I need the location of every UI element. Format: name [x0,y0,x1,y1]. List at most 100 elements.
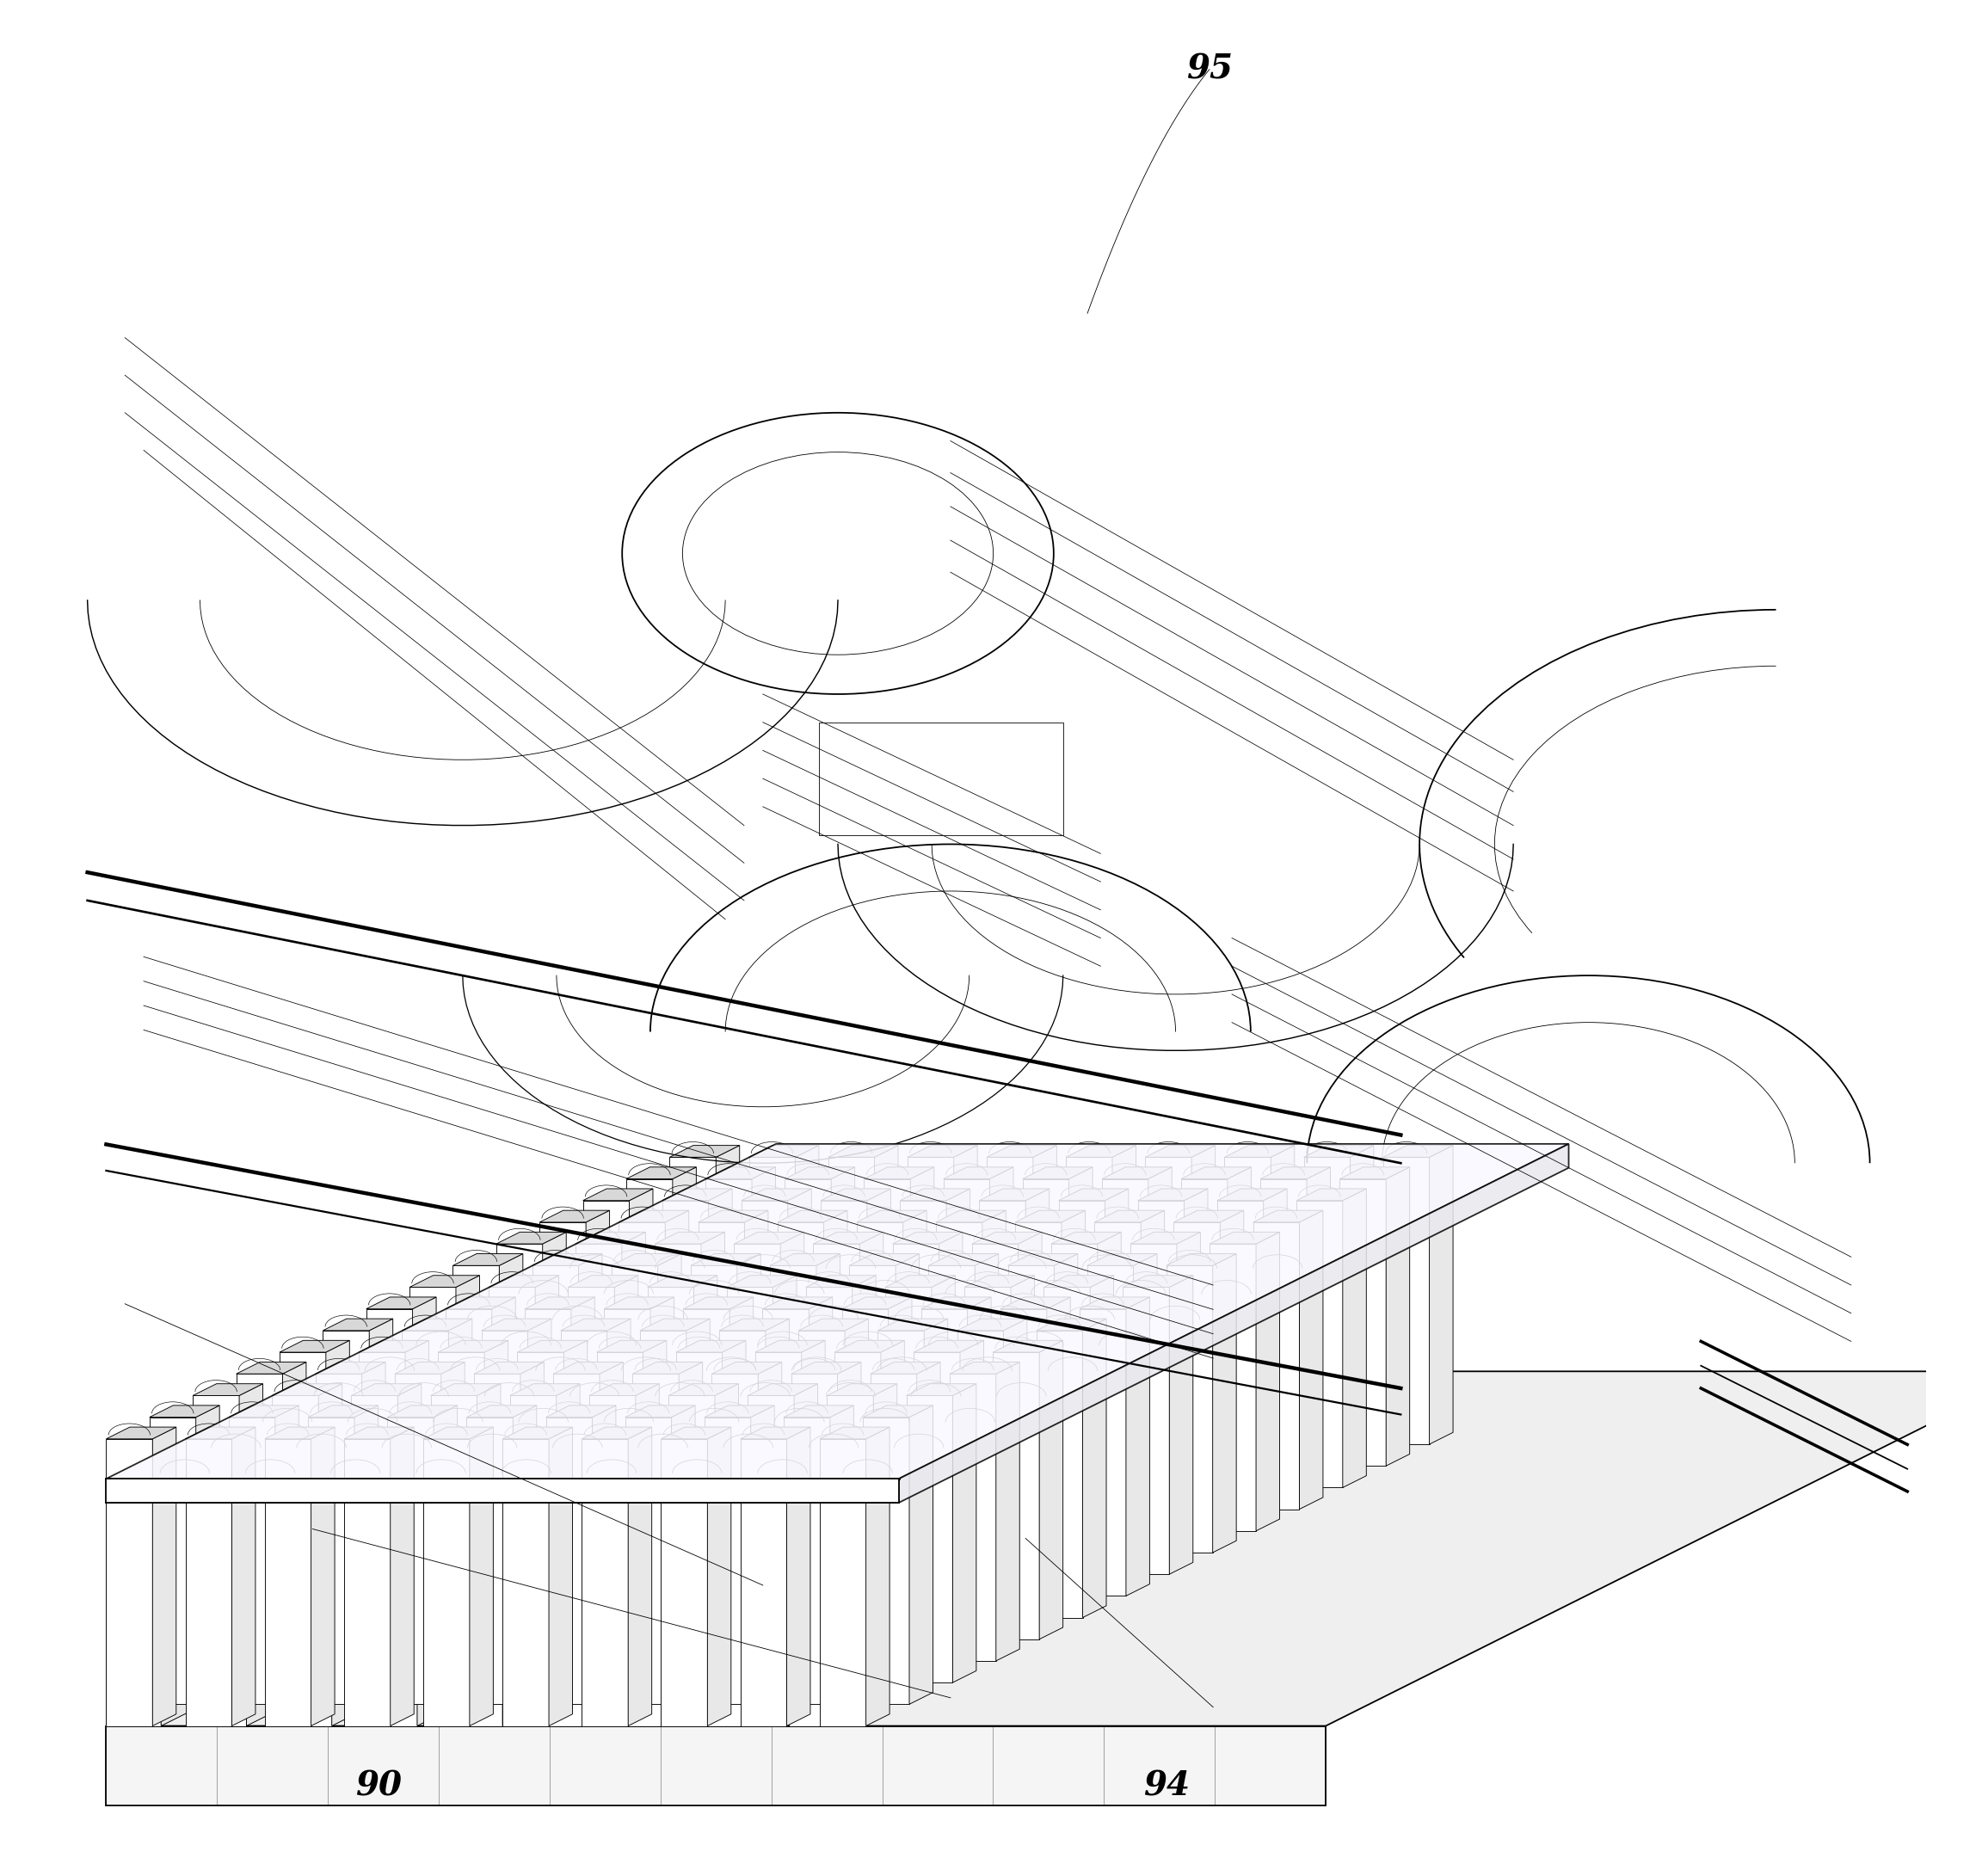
Polygon shape [585,1461,670,1476]
Polygon shape [502,1358,534,1598]
Polygon shape [1203,1308,1235,1546]
Polygon shape [672,1167,696,1465]
Polygon shape [755,1476,810,1700]
Polygon shape [308,1416,354,1703]
Polygon shape [850,1253,919,1266]
Polygon shape [1199,1298,1253,1521]
Polygon shape [399,1411,431,1649]
Polygon shape [858,1298,913,1521]
Polygon shape [692,1266,737,1553]
Polygon shape [1383,1157,1429,1445]
Polygon shape [413,1334,500,1349]
Polygon shape [763,1309,808,1596]
Polygon shape [838,1362,862,1660]
Polygon shape [237,1362,306,1373]
Polygon shape [1253,1223,1300,1508]
Polygon shape [672,1405,696,1703]
Polygon shape [877,1319,948,1330]
Polygon shape [310,1428,334,1726]
Polygon shape [391,1428,415,1726]
Polygon shape [1018,1233,1041,1531]
Polygon shape [1063,1308,1148,1323]
Polygon shape [516,1281,603,1298]
Polygon shape [449,1375,502,1598]
Polygon shape [571,1296,595,1596]
Polygon shape [895,1461,927,1700]
Polygon shape [581,1428,652,1439]
Polygon shape [650,1296,674,1596]
Polygon shape [243,1461,330,1476]
Polygon shape [1350,1146,1373,1445]
Polygon shape [654,1233,725,1244]
Polygon shape [567,1272,622,1495]
Polygon shape [873,1384,897,1683]
Polygon shape [950,1373,996,1660]
Polygon shape [709,1189,733,1488]
Polygon shape [1083,1281,1114,1521]
Polygon shape [939,1233,962,1531]
Polygon shape [1296,1201,1344,1488]
Polygon shape [806,1287,852,1574]
Polygon shape [858,1210,927,1223]
Polygon shape [792,1257,824,1495]
Polygon shape [885,1276,954,1287]
Polygon shape [755,1334,842,1349]
Polygon shape [755,1353,802,1640]
Polygon shape [1182,1167,1251,1178]
Polygon shape [1112,1146,1136,1445]
Polygon shape [707,1384,739,1623]
Polygon shape [413,1349,468,1572]
Polygon shape [150,1416,196,1703]
Polygon shape [397,1384,421,1683]
Polygon shape [589,1396,636,1683]
Polygon shape [832,1167,856,1465]
Polygon shape [611,1266,658,1553]
Polygon shape [1140,1210,1164,1508]
Polygon shape [952,1384,976,1683]
Polygon shape [648,1276,717,1287]
Polygon shape [431,1396,476,1683]
Polygon shape [1304,1146,1373,1157]
Polygon shape [439,1353,484,1640]
Polygon shape [196,1405,219,1703]
Polygon shape [688,1426,741,1649]
Polygon shape [820,1428,889,1439]
Polygon shape [1134,1257,1166,1495]
Polygon shape [954,1146,978,1445]
Polygon shape [777,1223,824,1508]
Polygon shape [1209,1244,1257,1531]
Polygon shape [820,1439,865,1726]
Polygon shape [656,1281,688,1521]
Polygon shape [781,1233,804,1531]
Polygon shape [502,1439,549,1726]
Polygon shape [788,1189,812,1488]
Polygon shape [858,1281,945,1298]
Polygon shape [688,1298,741,1521]
Polygon shape [1103,1167,1172,1178]
Polygon shape [636,1435,721,1452]
Polygon shape [810,1461,842,1700]
Polygon shape [907,1157,954,1445]
Polygon shape [1261,1167,1330,1178]
Polygon shape [1049,1384,1081,1623]
Polygon shape [449,1319,472,1617]
Polygon shape [350,1435,381,1675]
Polygon shape [1051,1244,1097,1531]
Polygon shape [209,1435,294,1452]
Polygon shape [618,1503,674,1726]
Polygon shape [806,1276,875,1287]
Polygon shape [777,1210,848,1223]
Polygon shape [893,1233,962,1244]
Polygon shape [107,1428,176,1439]
Polygon shape [964,1384,996,1623]
Polygon shape [561,1319,630,1330]
Polygon shape [784,1416,830,1703]
Polygon shape [788,1488,875,1503]
Polygon shape [158,1461,243,1476]
Polygon shape [1227,1167,1251,1465]
Polygon shape [998,1411,1029,1649]
Polygon shape [925,1334,1012,1349]
Polygon shape [107,1503,162,1726]
Polygon shape [618,1210,690,1223]
Polygon shape [656,1411,688,1649]
